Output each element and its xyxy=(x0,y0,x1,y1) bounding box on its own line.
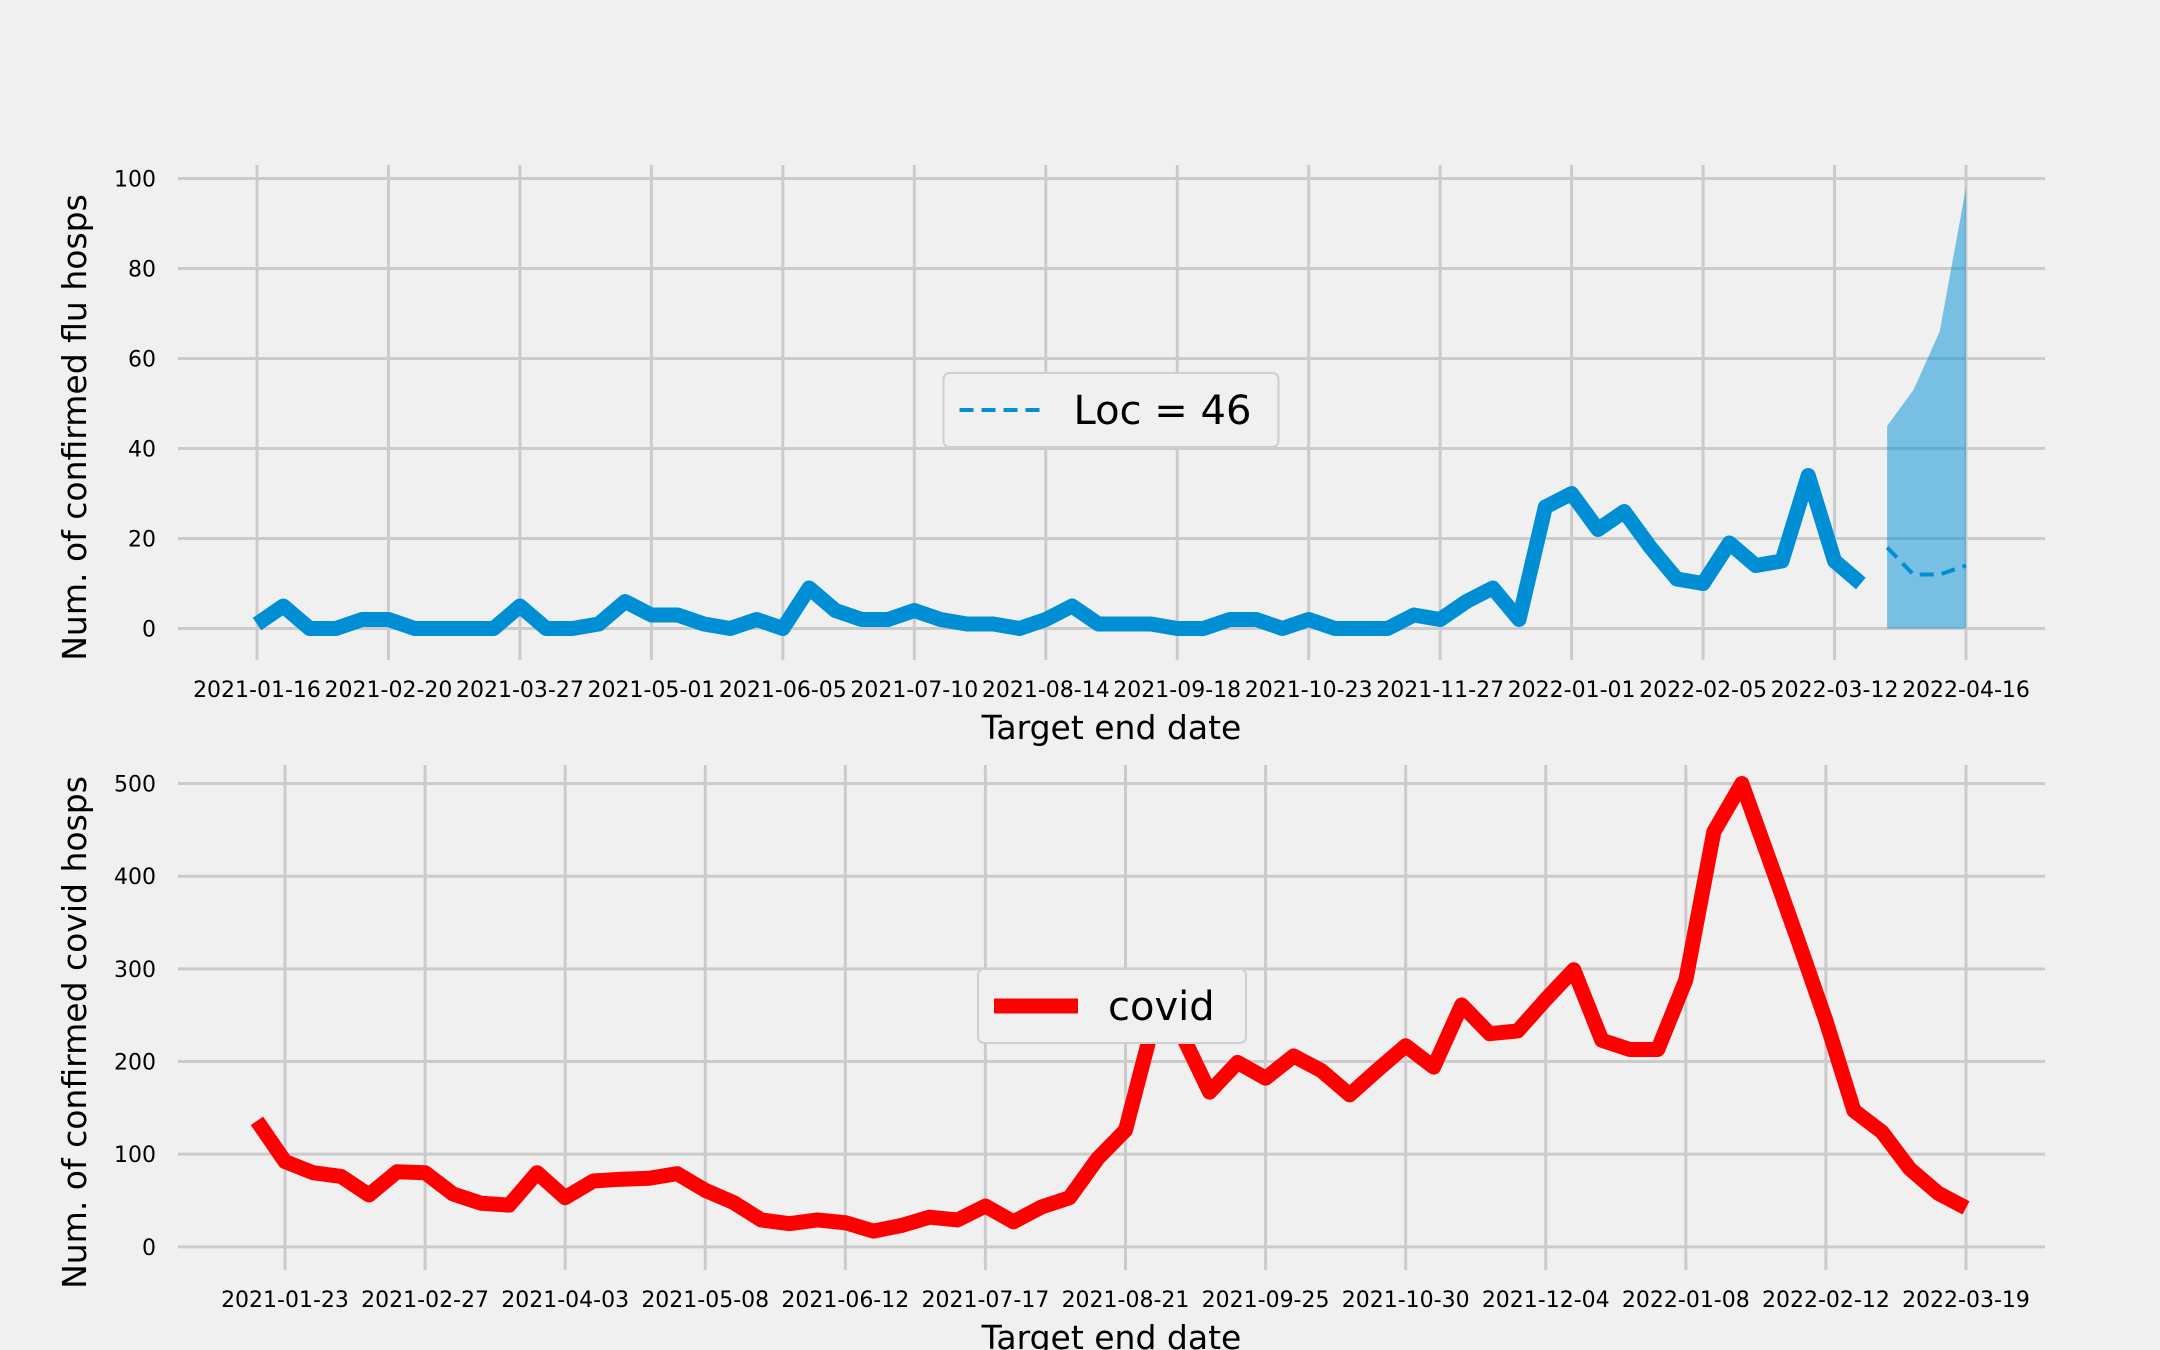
x-tick-label: 2021-09-18 xyxy=(1113,678,1241,703)
x-tick-label: 2021-07-17 xyxy=(921,1288,1049,1313)
x-tick-label: 2021-09-25 xyxy=(1202,1288,1330,1313)
y-tick-label: 100 xyxy=(114,168,156,193)
covid-hosps-panel: 0 100 200 300 400 500 2021-01-23 2021-02-27 2021… xyxy=(55,765,2045,1350)
y-tick-label: 20 xyxy=(128,528,156,553)
y-tick-label: 40 xyxy=(128,438,156,463)
legend: covid xyxy=(977,968,1247,1044)
y-tick-label: 200 xyxy=(114,1051,156,1076)
y-axis-label: Num. of confirmed flu hosps xyxy=(55,194,94,661)
x-tick-label: 2021-04-03 xyxy=(501,1288,629,1313)
legend-label: covid xyxy=(1108,984,1215,1030)
x-tick-label: 2021-08-14 xyxy=(982,678,1110,703)
y-axis-label: Num. of confirmed covid hosps xyxy=(55,776,94,1289)
y-tick-label: 300 xyxy=(114,958,156,983)
observed-series-line xyxy=(252,468,1866,636)
x-tick-label: 2021-10-30 xyxy=(1342,1288,1470,1313)
x-tick-label: 2022-01-08 xyxy=(1622,1288,1750,1313)
legend-frame xyxy=(977,968,1247,1044)
x-tick-label: 2021-10-23 xyxy=(1245,678,1373,703)
y-tick-label: 100 xyxy=(114,1143,156,1168)
forecast-median-line xyxy=(1885,546,1967,577)
x-axis-label: Target end date xyxy=(981,1318,1242,1350)
x-tick-label: 2021-03-27 xyxy=(456,678,584,703)
x-tick-label: 2021-05-01 xyxy=(587,678,715,703)
x-tick-label: 2022-03-19 xyxy=(1902,1288,2030,1313)
x-tick-label: 2022-04-16 xyxy=(1902,678,2030,703)
flu-hosps-panel: 0 20 40 60 80 100 2021-01-16 2021-02-20 2021-03-… xyxy=(55,165,2045,747)
x-tick-label: 2022-03-12 xyxy=(1771,678,1899,703)
x-tick-label: 2021-11-27 xyxy=(1376,678,1504,703)
x-tick-label: 2021-07-10 xyxy=(850,678,978,703)
y-tick-label: 80 xyxy=(128,258,156,283)
x-tick-label: 2022-02-12 xyxy=(1762,1288,1890,1313)
x-tick-label: 2021-05-08 xyxy=(641,1288,769,1313)
observed-series-line xyxy=(250,776,1970,1239)
x-tick-label: 2021-02-27 xyxy=(361,1288,489,1313)
y-tick-label: 500 xyxy=(114,773,156,798)
y-tick-label: 400 xyxy=(114,865,156,890)
y-tick-label: 0 xyxy=(142,1236,156,1261)
x-tick-label: 2021-12-04 xyxy=(1482,1288,1610,1313)
y-tick-label: 0 xyxy=(142,618,156,643)
legend-frame xyxy=(942,372,1280,448)
y-tick-label: 60 xyxy=(128,348,156,373)
legend: Loc = 46 xyxy=(942,372,1280,448)
x-tick-label: 2021-06-12 xyxy=(781,1288,909,1313)
prediction-interval-band xyxy=(1887,187,1966,629)
x-tick-label: 2022-01-01 xyxy=(1508,678,1636,703)
x-tick-label: 2021-01-23 xyxy=(221,1288,349,1313)
x-tick-label: 2021-02-20 xyxy=(325,678,453,703)
legend-label: Loc = 46 xyxy=(1074,388,1252,434)
x-tick-label: 2021-08-21 xyxy=(1062,1288,1190,1313)
x-axis-label: Target end date xyxy=(981,708,1242,747)
x-tick-label: 2021-06-05 xyxy=(719,678,847,703)
x-tick-label: 2021-01-16 xyxy=(193,678,321,703)
x-tick-label: 2022-02-05 xyxy=(1639,678,1767,703)
